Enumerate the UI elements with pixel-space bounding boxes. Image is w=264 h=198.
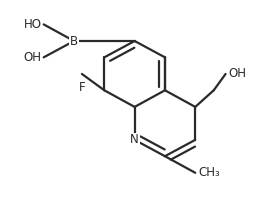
Text: OH: OH: [228, 68, 246, 80]
Text: OH: OH: [23, 51, 41, 64]
Text: N: N: [130, 133, 139, 146]
Text: F: F: [79, 81, 85, 93]
Text: B: B: [70, 34, 78, 48]
Text: CH₃: CH₃: [198, 166, 220, 179]
Text: HO: HO: [23, 18, 41, 31]
